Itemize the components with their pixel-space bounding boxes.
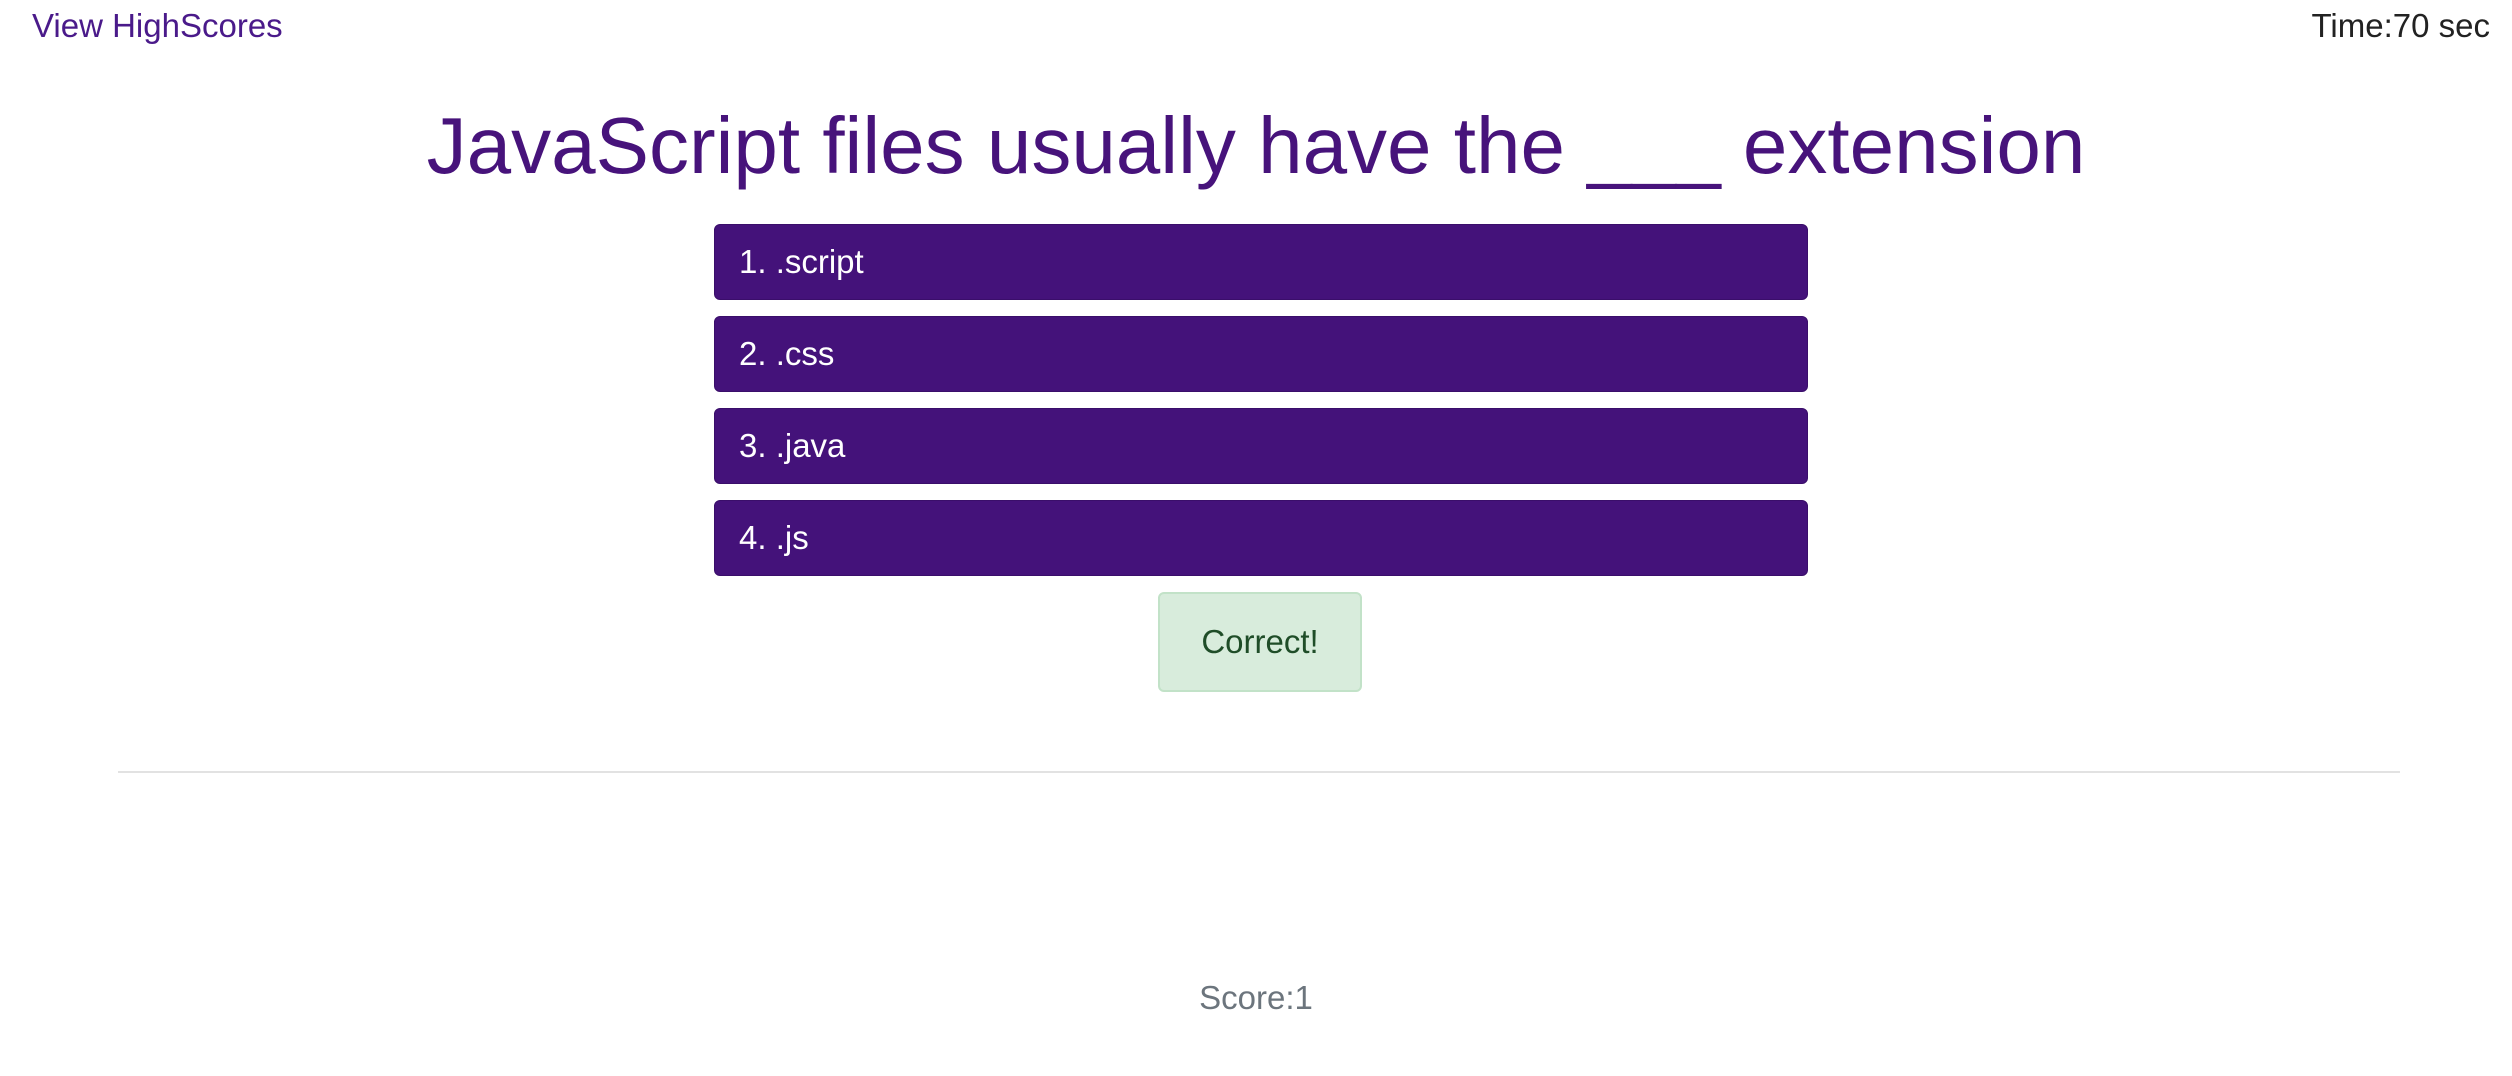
view-highscores-link[interactable]: View HighScores (32, 7, 283, 44)
answer-choice-4[interactable]: 4. .js (714, 500, 1808, 576)
divider (118, 771, 2400, 773)
answer-choice-1[interactable]: 1. .script (714, 224, 1808, 300)
answer-choice-3[interactable]: 3. .java (714, 408, 1808, 484)
answer-feedback-alert: Correct! (1158, 592, 1362, 692)
answer-choices: 1. .script 2. .css 3. .java 4. .js (714, 224, 1808, 576)
question-title: JavaScript files usually have the ___ ex… (426, 101, 2086, 190)
score-display: Score:1 (1199, 979, 1313, 1016)
timer-display: Time:70 sec (2311, 7, 2490, 44)
answer-choice-2[interactable]: 2. .css (714, 316, 1808, 392)
